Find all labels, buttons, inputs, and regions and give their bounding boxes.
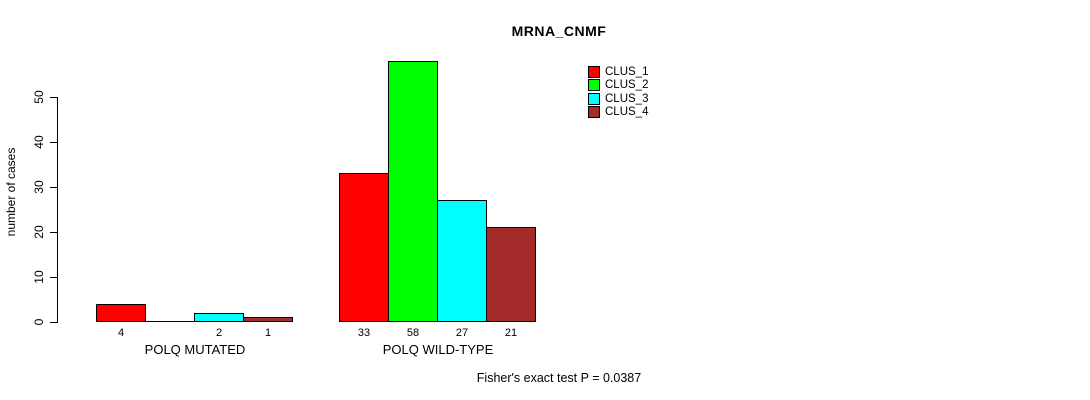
- y-tick-label: 40: [32, 135, 46, 149]
- legend-label: CLUS_2: [605, 79, 649, 92]
- y-tick-label: 50: [32, 90, 46, 104]
- legend-swatch-clus_2: [588, 79, 600, 92]
- bar-value-label: 21: [504, 327, 518, 339]
- y-tick-mark: [50, 277, 57, 278]
- y-tick-mark: [50, 322, 57, 323]
- bar-value-label: 1: [264, 327, 272, 339]
- footer-stat: Fisher's exact test P = 0.0387: [476, 371, 642, 385]
- y-tick-label: 10: [32, 270, 46, 284]
- y-tick-mark: [50, 97, 57, 98]
- bar-clus_4-polq-mutated: [243, 317, 293, 322]
- bar-value-label: 58: [406, 327, 420, 339]
- y-tick-label: 20: [32, 225, 46, 239]
- bar-clus_2-polq-wild-type: [388, 61, 438, 322]
- chart-title: MRNA_CNMF: [511, 23, 607, 39]
- group-label: POLQ WILD-TYPE: [382, 342, 494, 357]
- y-axis-line: [57, 97, 58, 323]
- y-tick-mark: [50, 187, 57, 188]
- bar-clus_3-polq-wild-type: [437, 200, 487, 322]
- y-tick-mark: [50, 142, 57, 143]
- bar-value-label: 2: [215, 327, 223, 339]
- legend-label: CLUS_1: [605, 66, 649, 78]
- y-tick-mark: [50, 232, 57, 233]
- legend-label: CLUS_4: [605, 105, 649, 118]
- legend-swatch-clus_3: [588, 92, 600, 105]
- bar-value-label: 27: [455, 327, 469, 339]
- bar-clus_1-polq-wild-type: [339, 173, 389, 322]
- bar-clus_1-polq-mutated: [96, 304, 146, 322]
- group-label: POLQ MUTATED: [144, 342, 246, 357]
- y-tick-label: 30: [32, 180, 46, 194]
- bar-value-label: 4: [117, 327, 125, 339]
- bar-clus_4-polq-wild-type: [486, 227, 536, 322]
- bar-value-label: 33: [357, 327, 371, 339]
- y-axis-label: number of cases: [4, 147, 18, 237]
- legend-swatch-clus_1: [588, 66, 600, 78]
- legend-label: CLUS_3: [605, 92, 649, 105]
- y-tick-label: 0: [32, 318, 46, 326]
- bar-clus_3-polq-mutated: [194, 313, 244, 322]
- legend-swatch-clus_4: [588, 105, 600, 118]
